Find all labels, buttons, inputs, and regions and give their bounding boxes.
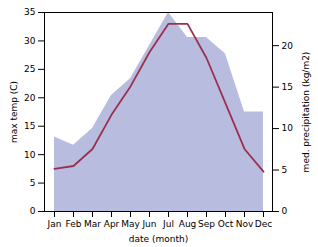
svg-text:15: 15: [24, 121, 35, 131]
svg-text:Mar: Mar: [84, 219, 101, 229]
svg-text:30: 30: [24, 36, 36, 46]
svg-text:10: 10: [282, 123, 294, 133]
svg-text:Jan: Jan: [47, 219, 62, 229]
svg-text:5: 5: [282, 165, 288, 175]
svg-text:10: 10: [24, 150, 36, 160]
svg-text:20: 20: [24, 93, 36, 103]
svg-text:0: 0: [30, 206, 36, 216]
svg-text:0: 0: [282, 206, 288, 216]
svg-text:May: May: [121, 219, 140, 229]
svg-text:20: 20: [282, 41, 294, 51]
svg-text:med. precipitation (kg/m2): med. precipitation (kg/m2): [301, 52, 311, 173]
svg-text:max temp (C): max temp (C): [9, 81, 19, 143]
svg-text:Jul: Jul: [162, 219, 174, 229]
svg-text:15: 15: [282, 82, 293, 92]
svg-text:Feb: Feb: [66, 219, 82, 229]
svg-text:Aug: Aug: [179, 219, 197, 229]
svg-text:Jun: Jun: [141, 219, 156, 229]
svg-text:25: 25: [24, 64, 35, 74]
svg-text:Apr: Apr: [104, 219, 120, 229]
svg-text:date (month): date (month): [129, 234, 188, 244]
svg-text:Dec: Dec: [255, 219, 272, 229]
svg-text:35: 35: [24, 7, 35, 17]
svg-text:5: 5: [30, 178, 36, 188]
svg-text:Oct: Oct: [218, 219, 234, 229]
svg-text:Nov: Nov: [236, 219, 254, 229]
svg-text:Sep: Sep: [198, 219, 215, 229]
